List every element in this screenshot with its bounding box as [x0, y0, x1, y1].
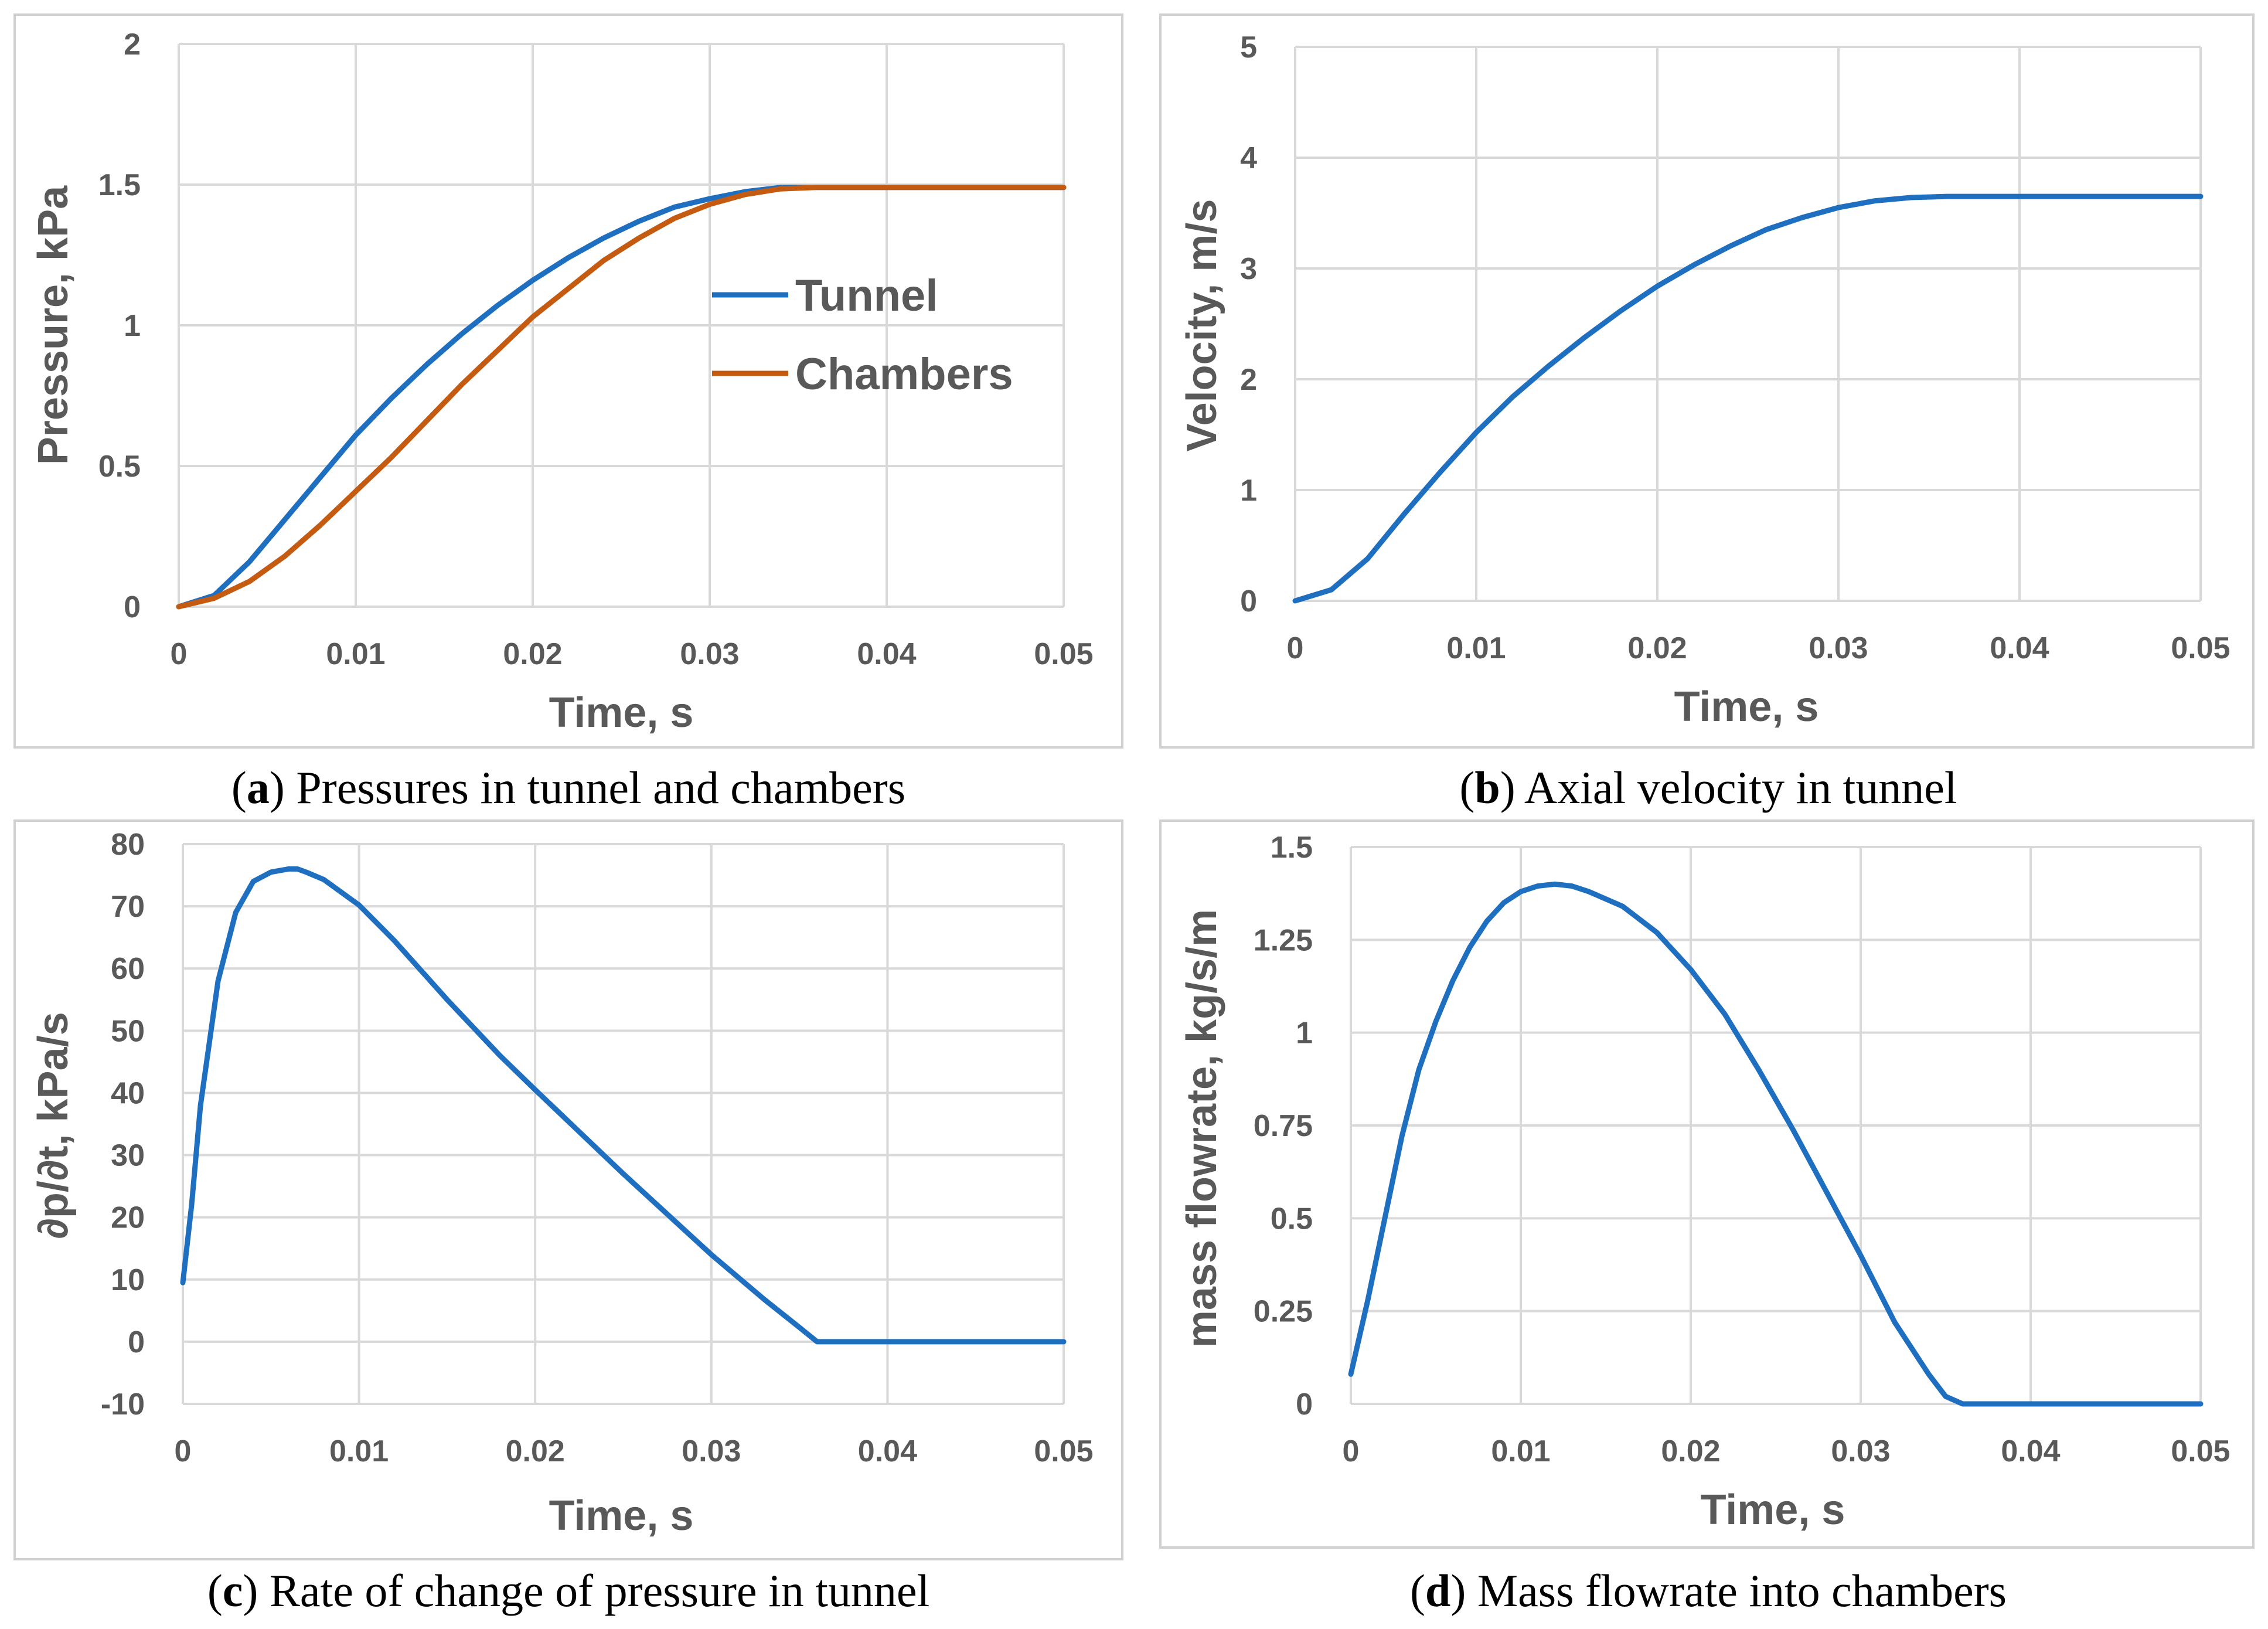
- legend: Tunnel Chambers: [712, 271, 1013, 399]
- y-tick-label: 1.5: [1271, 831, 1313, 865]
- panel-c-ylabel: ∂p/∂t, kPa/s: [30, 1012, 77, 1239]
- y-tick-label: 10: [111, 1263, 145, 1297]
- x-tick-label: 0.03: [680, 637, 739, 671]
- y-tick-label: 2: [1240, 363, 1257, 397]
- x-tick-label: 0.04: [858, 1434, 917, 1468]
- x-tick-label: 0.02: [503, 637, 562, 671]
- series-line-dp-dt: [180, 866, 1067, 1345]
- panel-b-caption-letter: b: [1474, 762, 1500, 813]
- x-tick-label: 0.05: [1034, 1434, 1093, 1468]
- legend-label-tunnel: Tunnel: [795, 271, 938, 321]
- y-tick-label: 0.25: [1254, 1295, 1313, 1329]
- panel-c-caption-letter: c: [223, 1565, 243, 1616]
- y-tick-label: 0: [1296, 1387, 1313, 1421]
- panel-d-frame: [1159, 819, 2255, 1549]
- y-tick-label: 1.25: [1254, 923, 1313, 957]
- legend-label-chambers: Chambers: [795, 349, 1013, 399]
- panel-d-caption: (d) Mass flowrate into chambers: [1410, 1565, 2007, 1616]
- y-tick-label: 0.5: [1271, 1202, 1313, 1236]
- panel-a-caption: (a) Pressures in tunnel and chambers: [231, 762, 905, 813]
- x-tick-label: 0.04: [1990, 631, 2049, 665]
- x-tick-label: 0.01: [329, 1434, 389, 1468]
- series-line-velocity: [1292, 193, 2204, 604]
- panel-a-xlabel: Time, s: [549, 689, 694, 736]
- y-tick-label: 0: [1240, 584, 1257, 618]
- y-tick-label: -10: [101, 1387, 145, 1421]
- x-tick-label: 0.02: [1627, 631, 1687, 665]
- x-tick-label: 0.02: [506, 1434, 565, 1468]
- panel-a-caption-text: ) Pressures in tunnel and chambers: [270, 762, 905, 813]
- panel-c-caption-text: ) Rate of change of pressure in tunnel: [243, 1565, 929, 1616]
- panel-d-ylabel: mass flowrate, kg/s/m: [1179, 909, 1225, 1348]
- y-tick-label: 1: [1240, 474, 1257, 508]
- y-tick-label: 4: [1240, 141, 1257, 175]
- x-tick-label: 0.01: [1446, 631, 1506, 665]
- y-tick-label: 5: [1240, 30, 1257, 64]
- x-tick-label: 0.04: [2001, 1434, 2060, 1468]
- y-tick-label: 20: [111, 1201, 145, 1235]
- y-tick-label: 80: [111, 828, 145, 862]
- y-tick-label: 70: [111, 890, 145, 924]
- panel-a-caption-letter: a: [247, 762, 270, 813]
- y-tick-label: 40: [111, 1076, 145, 1110]
- y-tick-label: 50: [111, 1014, 145, 1048]
- panel-d-massflow: 0 0.01 0.02 0.03 0.04 0.05 0 0.25 0.5 0.75 1 1.25 1.…: [1159, 819, 2255, 1616]
- x-tick-label: 0: [1343, 1434, 1360, 1468]
- y-tick-label: 1: [1296, 1016, 1313, 1050]
- panel-a-frame: [13, 13, 1123, 749]
- x-tick-label: 0: [1287, 631, 1304, 665]
- panel-c-caption: (c) Rate of change of pressure in tunnel: [207, 1565, 929, 1616]
- x-tick-label: 0.02: [1661, 1434, 1720, 1468]
- y-tick-label: 1: [124, 309, 141, 343]
- y-tick-label: 0.5: [98, 450, 141, 484]
- panel-a-pressures: 0 0.01 0.02 0.03 0.04 0.05 0 0.5 1 1.5 2 Time, s P…: [13, 13, 1123, 813]
- panel-b-caption: (b) Axial velocity in tunnel: [1459, 762, 1957, 813]
- x-tick-label: 0: [171, 637, 188, 671]
- x-tick-label: 0.01: [1491, 1434, 1550, 1468]
- y-tick-label: 30: [111, 1139, 145, 1173]
- x-tick-label: 0.03: [1809, 631, 1868, 665]
- x-tick-label: 0.05: [2171, 1434, 2230, 1468]
- y-tick-label: 0: [124, 590, 141, 624]
- panel-b-ylabel: Velocity, m/s: [1179, 199, 1225, 452]
- panel-c-frame: [13, 819, 1123, 1560]
- x-tick-label: 0.03: [682, 1434, 741, 1468]
- panel-d-xlabel: Time, s: [1701, 1487, 1845, 1533]
- y-tick-label: 0.75: [1254, 1109, 1313, 1143]
- series-line-chambers: [176, 185, 1067, 610]
- x-tick-label: 0.05: [2171, 631, 2230, 665]
- panel-d-caption-text: ) Mass flowrate into chambers: [1450, 1565, 2007, 1616]
- y-tick-label: 60: [111, 952, 145, 986]
- panel-a-ylabel: Pressure, kPa: [30, 185, 77, 465]
- y-tick-label: 3: [1240, 252, 1257, 286]
- panel-b-velocity: 0 0.01 0.02 0.03 0.04 0.05 0 1 2 3 4 5 Time, s Velo…: [1159, 13, 2255, 813]
- x-tick-label: 0.03: [1831, 1434, 1890, 1468]
- panel-c-dpdt: 0 0.01 0.02 0.03 0.04 0.05 -10 0 10 20 30 40 50 60 70 8…: [13, 819, 1123, 1616]
- x-tick-label: 0.04: [857, 637, 916, 671]
- x-tick-label: 0.05: [1034, 637, 1093, 671]
- x-tick-label: 0: [175, 1434, 192, 1468]
- x-tick-label: 0.01: [326, 637, 385, 671]
- y-tick-label: 0: [128, 1325, 145, 1359]
- panel-c-xlabel: Time, s: [549, 1492, 694, 1539]
- panel-d-caption-letter: d: [1425, 1565, 1450, 1616]
- panel-b-frame: [1159, 13, 2255, 749]
- panel-b-xlabel: Time, s: [1674, 683, 1819, 730]
- y-tick-label: 2: [124, 28, 141, 62]
- panel-b-caption-text: ) Axial velocity in tunnel: [1500, 762, 1957, 813]
- series-line-mass-flowrate: [1348, 881, 2204, 1407]
- y-tick-label: 1.5: [98, 168, 141, 202]
